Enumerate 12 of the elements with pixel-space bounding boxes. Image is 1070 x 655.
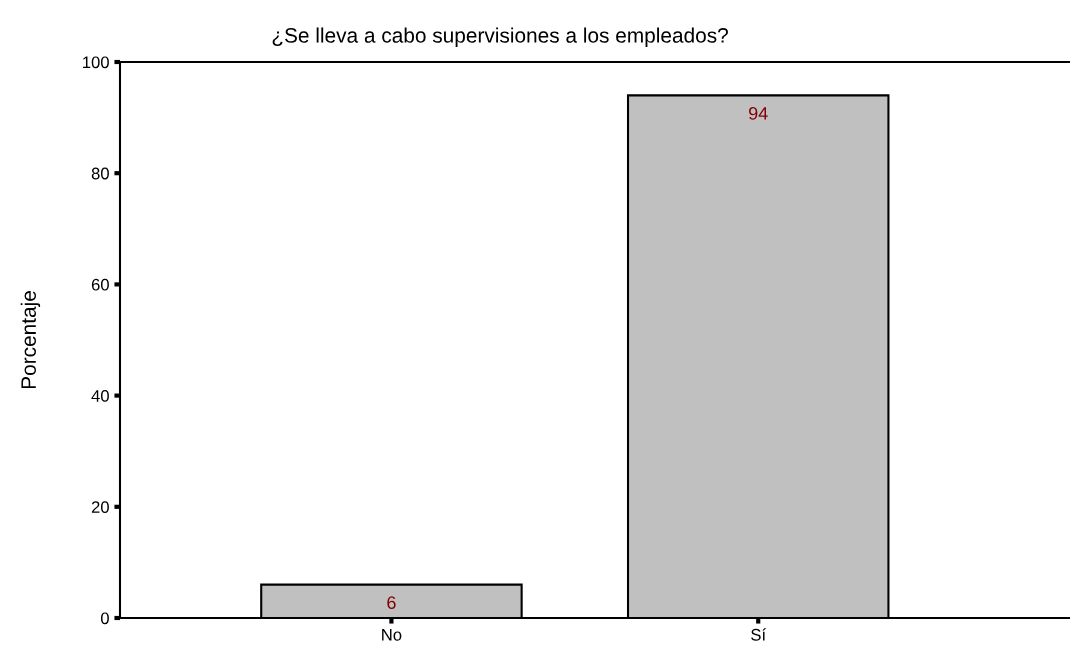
data-label: 6 [387,596,396,610]
x-tick-label: Sí [751,628,767,641]
y-tick-label: 100 [83,56,109,69]
chart-title: ¿Se lleva a cabo supervisiones a los empleados? [272,27,728,47]
y-tick-label: 20 [91,501,109,513]
data-label: 94 [749,106,768,120]
x-tick-label: No [382,629,402,641]
y-axis-title: Porcentaje [20,291,41,389]
y-tick-label: 0 [100,612,109,625]
y-tick-label: 40 [91,390,109,402]
y-tick-label: 60 [91,278,109,291]
y-tick-label: 80 [91,167,109,180]
